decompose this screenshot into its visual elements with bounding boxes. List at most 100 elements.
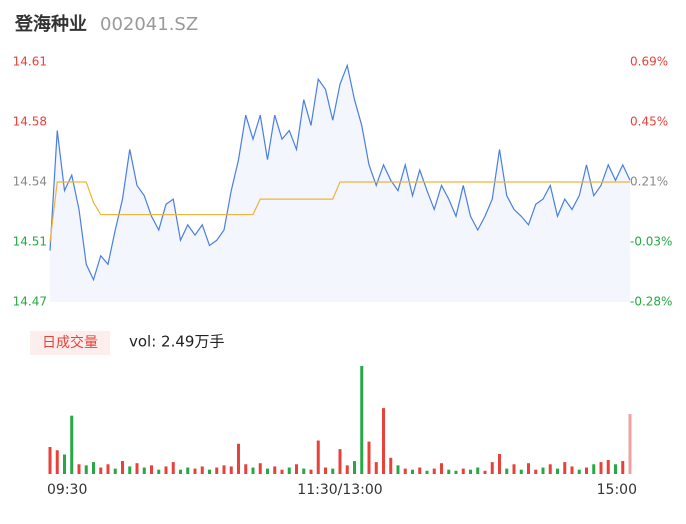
volume-bar — [592, 464, 596, 474]
volume-label: vol: 2.49万手 — [129, 333, 224, 351]
y2-tick-label: 0.45% — [630, 115, 668, 129]
volume-bar — [440, 463, 443, 474]
volume-bar — [302, 468, 306, 474]
volume-bar — [128, 466, 132, 474]
volume-bar — [229, 466, 233, 474]
volume-bar — [316, 440, 320, 474]
y-tick-label: 14.51 — [13, 235, 47, 249]
volume-bar — [338, 449, 342, 474]
y2-tick-label: -0.03% — [630, 235, 672, 249]
volume-bar — [99, 467, 103, 474]
y2-tick-label: 0.21% — [630, 175, 668, 189]
volume-bar — [396, 465, 400, 474]
volume-bar — [628, 414, 632, 474]
volume-bar — [606, 459, 610, 474]
stock-code: 002041.SZ — [100, 14, 198, 35]
volume-bar — [273, 466, 277, 474]
volume-bar — [512, 464, 516, 474]
volume-bar — [367, 441, 371, 474]
stock-name: 登海种业 — [14, 13, 87, 35]
y-tick-label: 14.47 — [13, 295, 47, 309]
price-line — [49, 63, 631, 282]
volume-bar — [121, 461, 124, 474]
volume-bar — [454, 470, 458, 474]
volume-bar — [498, 454, 501, 474]
y2-tick-label: -0.28% — [630, 295, 672, 309]
volume-bar — [70, 415, 74, 474]
volume-bar — [258, 463, 262, 474]
x-tick-label: 11:30/13:00 — [297, 482, 382, 498]
x-tick-label: 09:30 — [47, 482, 87, 498]
volume-bar — [614, 464, 617, 474]
volume-bar — [418, 467, 422, 474]
volume-bar — [570, 466, 574, 474]
volume-bar — [469, 469, 472, 474]
volume-bar — [447, 469, 451, 474]
volume-bar — [548, 464, 552, 474]
legend-label: 日成交量 — [42, 334, 98, 351]
volume-bar — [222, 465, 226, 474]
volume-bar — [577, 469, 581, 474]
volume-bar — [432, 468, 436, 474]
volume-bar — [411, 469, 414, 474]
volume-bar — [157, 469, 161, 474]
price-area — [50, 65, 630, 302]
volume-bar — [164, 466, 168, 474]
volume-bar — [200, 466, 204, 474]
volume-bar — [186, 467, 190, 474]
volume-bar — [331, 468, 335, 474]
price-line — [49, 181, 630, 243]
volume-bar — [84, 465, 88, 474]
volume-bar — [461, 468, 465, 474]
volume-bar — [556, 468, 559, 474]
volume-bar — [251, 467, 255, 474]
x-tick-label: 15:00 — [597, 482, 637, 498]
volume-bar — [266, 468, 269, 474]
volume-bar — [113, 468, 117, 474]
volume-bar — [309, 469, 313, 474]
volume-bar — [345, 465, 349, 474]
volume-bar — [295, 464, 298, 474]
volume-bar — [324, 467, 327, 474]
volume-bar — [425, 470, 429, 474]
volume-bar — [389, 457, 393, 474]
volume-bar — [142, 467, 146, 474]
volume-bar — [403, 468, 407, 474]
volume-bar — [599, 462, 603, 474]
volume-bar — [150, 465, 153, 474]
volume-bar — [193, 468, 197, 474]
volume-bar — [77, 464, 81, 474]
volume-bar — [490, 462, 494, 474]
volume-bar — [505, 468, 509, 474]
volume-bar — [621, 461, 625, 474]
y-tick-label: 14.58 — [13, 115, 47, 129]
volume-bar — [48, 447, 52, 474]
y2-tick-label: 0.69% — [630, 55, 668, 69]
volume-bar — [527, 463, 530, 474]
volume-bar — [215, 467, 219, 474]
volume-bar — [208, 469, 211, 474]
volume-bar — [135, 463, 139, 474]
volume-bar — [92, 462, 95, 474]
legend-box — [30, 331, 110, 355]
volume-bar — [106, 464, 110, 474]
volume-bar — [244, 464, 248, 474]
volume-bar — [179, 469, 182, 474]
volume-bar — [360, 366, 364, 474]
volume-bar — [476, 467, 480, 474]
volume-bar — [287, 467, 291, 474]
y-tick-label: 14.61 — [13, 55, 47, 69]
volume-bar — [541, 467, 545, 474]
volume-bar — [353, 461, 356, 474]
volume-bar — [585, 467, 588, 474]
volume-bar — [55, 450, 59, 474]
y-tick-label: 14.54 — [13, 175, 47, 189]
volume-bar — [237, 443, 240, 474]
volume-bar — [483, 470, 487, 474]
volume-bar — [280, 469, 284, 474]
volume-bar — [534, 469, 538, 474]
volume-bar — [519, 469, 523, 474]
volume-bar — [374, 462, 378, 474]
